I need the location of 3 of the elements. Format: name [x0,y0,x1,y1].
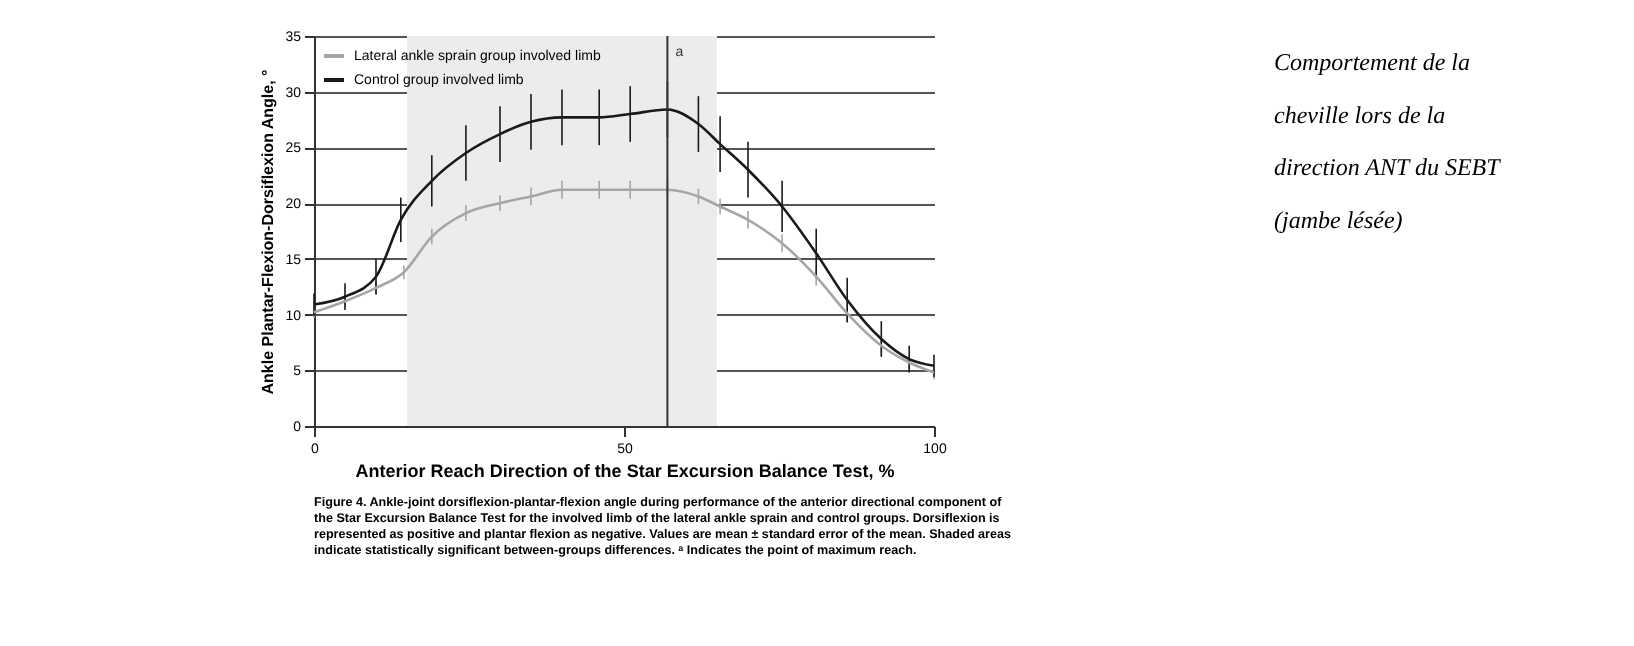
text: Comportement de la cheville lors de la direction ANT du SEBT (jambe lésée) [1274,48,1503,234]
y-axis-title: Ankle Plantar-Flexion-Dorsiflexion Angle, ° [259,69,278,395]
x-axis-title: Anterior Reach Direction of the Star Excursion Balance Test, % [355,461,895,481]
